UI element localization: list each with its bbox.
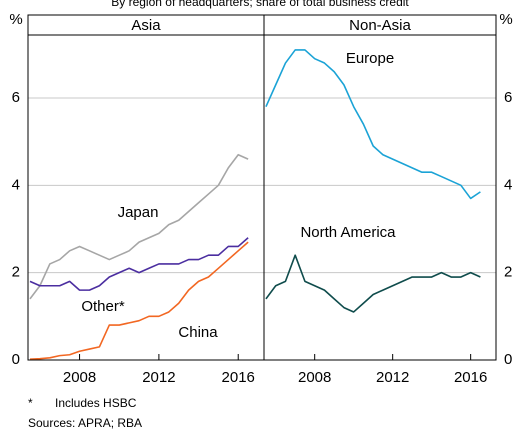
panel-title: Asia: [131, 17, 161, 34]
series-line: [265, 49, 481, 200]
sources: Sources: APRA; RBA: [28, 416, 142, 430]
x-tick-label: 2012: [376, 369, 409, 386]
y-tick-label: 6: [12, 89, 20, 106]
x-tick-label: 2016: [454, 369, 487, 386]
frame: [27, 14, 497, 361]
series-line: [265, 254, 481, 313]
x-tick-label: 2016: [222, 369, 255, 386]
y-axis-label: %: [499, 11, 512, 28]
x-tick-label: 2008: [63, 369, 96, 386]
footnote-symbol: *: [28, 396, 33, 410]
y-tick-label: 0: [504, 351, 512, 368]
series-line: [29, 237, 249, 291]
y-tick-label: 6: [504, 89, 512, 106]
y-tick-label: 0: [12, 351, 20, 368]
series-label: Japan: [118, 204, 159, 221]
y-tick-label: 4: [504, 176, 512, 193]
x-tick-label: 2012: [142, 369, 175, 386]
panel-title: Non-Asia: [349, 17, 411, 34]
y-axis-label: %: [9, 11, 22, 28]
series-label: Other*: [81, 298, 125, 315]
series-label: China: [178, 324, 218, 341]
y-tick-label: 2: [12, 264, 20, 281]
y-tick-label: 2: [504, 264, 512, 281]
y-tick-label: 4: [12, 176, 20, 193]
series-line: [29, 241, 249, 360]
x-tick-label: 2008: [298, 369, 331, 386]
series-line: [29, 153, 249, 300]
subtitle: By region of headquarters; share of tota…: [111, 0, 409, 9]
footnote: Includes HSBC: [55, 396, 137, 410]
series-label: North America: [300, 224, 396, 241]
series-label: Europe: [346, 50, 394, 67]
